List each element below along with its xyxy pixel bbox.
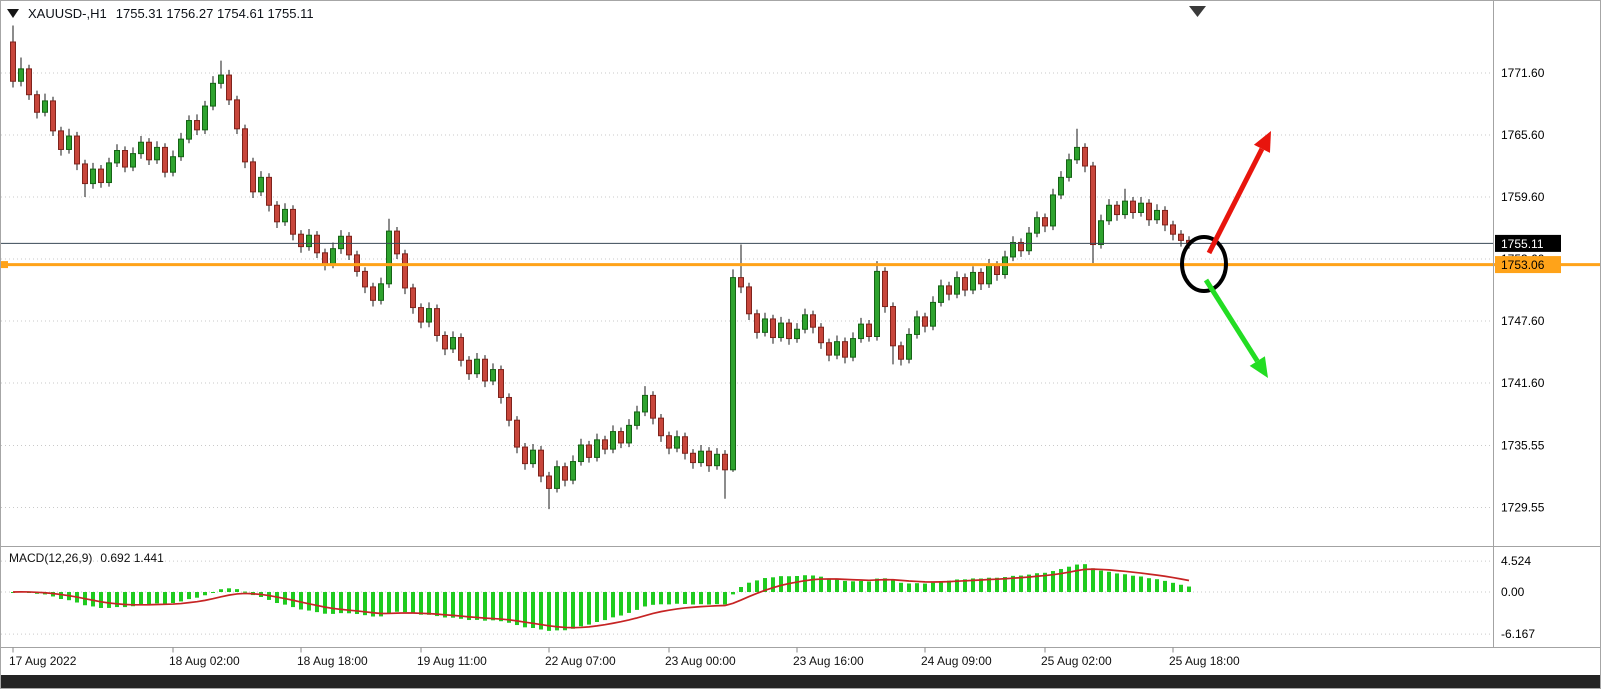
direction-circle-annotation[interactable] [1180, 235, 1228, 293]
time-axis-label: 18 Aug 18:00 [297, 654, 368, 668]
up-arrow-annotation[interactable] [1206, 131, 1271, 255]
macd-axis-label: -6.167 [1501, 627, 1535, 641]
bid-price-badge-text: 1755.11 [1501, 237, 1544, 251]
macd-signal-line [12, 568, 1190, 629]
price-axis-label: 1741.60 [1501, 376, 1545, 390]
macd-axis-label: 0.00 [1501, 585, 1525, 599]
macd-gridlines: 4.524 0.00 -6.167 [1, 554, 1535, 641]
time-axis-label: 18 Aug 02:00 [169, 654, 240, 668]
indicator-name: MACD(12,26,9) [9, 551, 93, 565]
price-lines [1, 242, 1600, 269]
annotations[interactable] [1180, 131, 1271, 378]
time-axis-label: 25 Aug 18:00 [1169, 654, 1240, 668]
down-arrow-annotation[interactable] [1203, 278, 1268, 378]
indicator-label: MACD(12,26,9) 0.692 1.441 [9, 551, 164, 565]
candles [10, 25, 1192, 510]
time-axis-label: 23 Aug 00:00 [665, 654, 736, 668]
time-axis-label: 23 Aug 16:00 [793, 654, 864, 668]
time-axis-label: 24 Aug 09:00 [921, 654, 992, 668]
time-axis-label: 19 Aug 11:00 [417, 654, 487, 668]
time-axis-label: 22 Aug 07:00 [545, 654, 616, 668]
bid-price-badge [1495, 234, 1561, 252]
macd-axis-label: 4.524 [1501, 554, 1531, 568]
price-line-badges: 1755.11 1753.06 [1495, 234, 1561, 274]
time-axis-label: 25 Aug 02:00 [1041, 654, 1112, 668]
price-gridlines: 1771.601765.601759.601753.601747.601741.… [1, 66, 1545, 515]
ohlc-values: 1755.31 1756.27 1754.61 1755.11 [115, 6, 314, 21]
macd-histogram [11, 564, 1191, 631]
window-bottom-edge [1, 675, 1600, 688]
symbol-marker-icon [7, 9, 19, 18]
indicator-values: 0.692 1.441 [100, 551, 164, 565]
level-line-anchor [1, 261, 8, 269]
support-price-badge [1495, 256, 1561, 274]
support-price-badge-text: 1753.06 [1501, 258, 1545, 272]
time-axis: 17 Aug 2022 18 Aug 02:00 18 Aug 18:00 19 Au… [9, 647, 1240, 668]
price-axis-label: 1735.55 [1501, 439, 1545, 453]
time-axis-label: 17 Aug 2022 [9, 654, 77, 668]
chart-shift-marker-icon[interactable] [1189, 6, 1206, 17]
price-axis-label: 1771.60 [1501, 66, 1545, 80]
price-axis-label: 1765.60 [1501, 128, 1545, 142]
price-axis-label: 1759.60 [1501, 190, 1545, 204]
symbol-period-label: XAUUSD-,H1 [28, 6, 107, 21]
ohlc-header: XAUUSD-,H1 1755.31 1756.27 1754.61 1755.… [7, 6, 314, 21]
pane-separators [1, 1, 1600, 648]
price-axis-label: 1747.60 [1501, 314, 1545, 328]
price-axis-label: 1729.55 [1501, 501, 1545, 515]
